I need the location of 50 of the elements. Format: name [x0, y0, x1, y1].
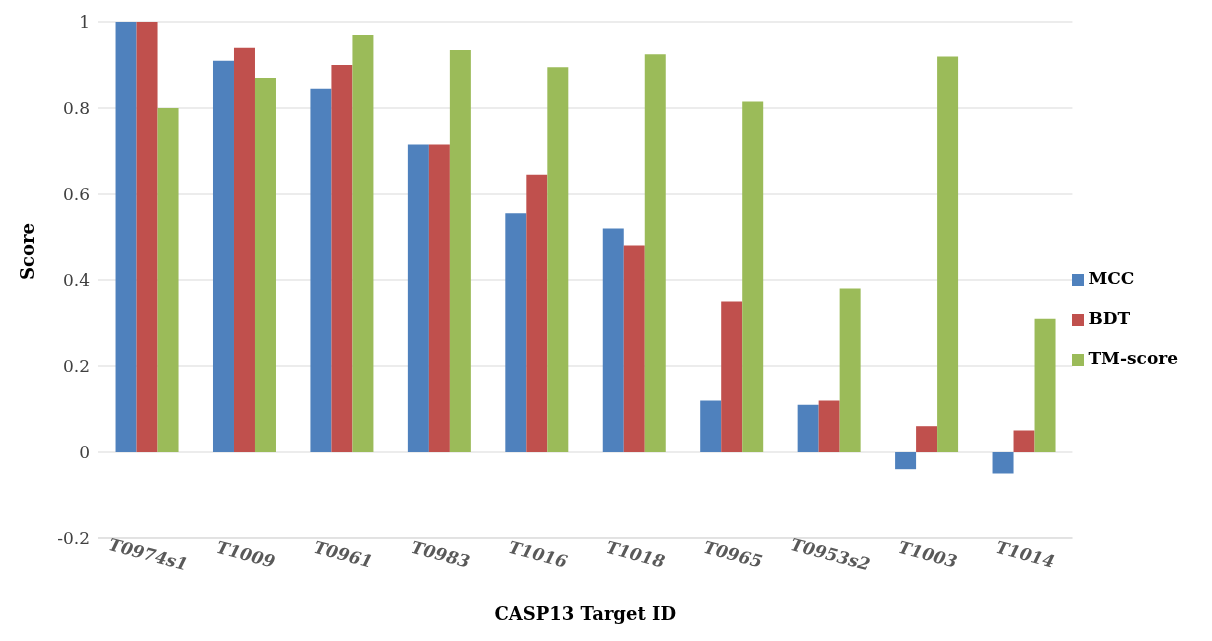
bar	[992, 452, 1014, 474]
x-tick-label: T1003	[896, 536, 960, 572]
bar	[352, 34, 374, 452]
bar	[1034, 318, 1056, 452]
bar	[818, 400, 840, 452]
y-tick-label: -0.2	[57, 528, 90, 549]
bar	[547, 67, 569, 452]
bar	[700, 400, 722, 452]
x-tick-label: T1018	[603, 536, 668, 572]
bar	[839, 288, 861, 452]
x-tick-label: T1009	[214, 536, 278, 572]
bar	[623, 245, 645, 452]
x-axis-title: CASP13 Target ID	[494, 603, 677, 624]
bar	[1013, 430, 1035, 452]
bar	[449, 49, 471, 452]
bar	[644, 54, 666, 452]
bar	[212, 60, 234, 452]
bar	[916, 426, 938, 452]
bar	[331, 65, 353, 452]
y-tick-label: 0.6	[62, 184, 90, 205]
y-tick-label: 0	[79, 442, 90, 463]
bar	[136, 22, 158, 452]
bar	[310, 88, 332, 452]
bar	[895, 452, 917, 470]
y-tick-label: 0.8	[62, 98, 90, 119]
bar	[428, 144, 450, 452]
y-axis-title: Score	[17, 223, 39, 280]
bar	[254, 77, 276, 452]
bar	[233, 47, 255, 452]
bar	[937, 56, 959, 452]
x-tick-label: T1014	[993, 536, 1057, 572]
bar	[157, 108, 179, 452]
x-tick-label: T0983	[409, 536, 473, 572]
y-tick-label: 1	[79, 12, 90, 33]
bar	[115, 22, 137, 452]
y-tick-label: 0.4	[62, 270, 90, 291]
bar	[721, 301, 743, 452]
bar	[797, 404, 819, 452]
legend-label: BDT	[1088, 308, 1131, 328]
bar	[407, 144, 429, 452]
bar	[602, 228, 624, 452]
legend-label: MCC	[1088, 268, 1135, 288]
legend-label: TM-score	[1088, 348, 1178, 368]
bar	[742, 101, 764, 452]
bar	[526, 174, 548, 452]
x-tick-label: T0965	[701, 536, 765, 572]
y-tick-label: 0.2	[62, 356, 90, 377]
x-tick-label: T0961	[311, 536, 375, 572]
x-tick-label: T1016	[506, 536, 570, 572]
bar	[505, 213, 527, 452]
